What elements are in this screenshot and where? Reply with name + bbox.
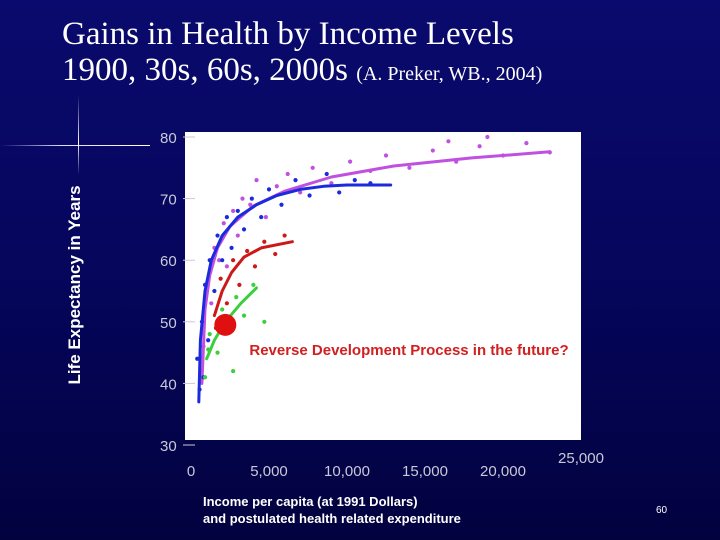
x-tick-label: 25,000 xyxy=(558,450,604,467)
slide-title: Gains in Health by Income Levels 1900, 3… xyxy=(62,16,712,92)
data-point xyxy=(229,245,234,250)
data-point xyxy=(274,184,279,189)
data-point xyxy=(352,178,357,183)
x-tick-label: 20,000 xyxy=(480,463,526,480)
x-axis-label: Income per capita (at 1991 Dollars) and … xyxy=(203,493,603,527)
data-point xyxy=(220,258,225,263)
y-tick-label: 50 xyxy=(160,315,177,332)
data-point xyxy=(215,233,220,238)
data-point xyxy=(195,356,200,361)
data-point xyxy=(485,134,490,140)
data-point xyxy=(215,350,220,355)
page-number: 60 xyxy=(656,505,668,516)
highlight-point xyxy=(214,313,237,336)
y-tick-label: 40 xyxy=(160,376,177,393)
data-point xyxy=(249,196,254,201)
data-point xyxy=(477,144,482,149)
data-point xyxy=(235,233,240,238)
data-point xyxy=(248,202,253,207)
x-tick-label: 10,000 xyxy=(324,463,370,480)
data-point xyxy=(216,258,222,263)
data-point xyxy=(224,301,229,306)
data-point xyxy=(252,264,258,269)
decorative-rule-horizontal xyxy=(0,145,150,146)
data-point xyxy=(206,338,211,343)
data-point xyxy=(279,202,284,207)
data-point xyxy=(407,165,412,170)
data-point xyxy=(209,301,214,306)
data-point xyxy=(231,258,236,263)
data-point xyxy=(430,148,435,153)
annotation: Reverse Development Process in the futur… xyxy=(249,342,569,359)
data-point xyxy=(310,165,315,170)
series-layer xyxy=(195,134,552,404)
series-2 xyxy=(195,171,393,404)
x-axis-label-line-1: Income per capita (at 1991 Dollars) xyxy=(203,494,418,509)
data-point xyxy=(293,178,298,183)
data-point xyxy=(241,313,247,318)
data-point xyxy=(234,295,239,300)
x-axis: 0 5,000 10,000 15,000 20,000 25,000 xyxy=(187,450,604,480)
data-point xyxy=(348,159,353,164)
data-point xyxy=(446,139,451,144)
data-point xyxy=(224,264,229,269)
data-point xyxy=(224,214,229,220)
title-line-2: 1900, 30s, 60s, 2000s (A. Preker, WB., 2… xyxy=(62,52,712,92)
trend-line xyxy=(212,240,294,318)
y-tick-label: 30 xyxy=(160,438,177,455)
data-point xyxy=(245,248,250,254)
data-point xyxy=(307,193,312,198)
data-point xyxy=(221,221,226,226)
data-point xyxy=(262,319,267,324)
data-point xyxy=(259,214,264,220)
y-tick-label: 60 xyxy=(160,253,177,270)
data-point xyxy=(202,375,208,380)
data-point xyxy=(383,153,389,158)
data-point xyxy=(524,141,529,146)
y-tick-label: 80 xyxy=(160,130,177,147)
data-point xyxy=(273,251,278,257)
x-tick-label: 5,000 xyxy=(250,463,288,480)
data-point xyxy=(324,171,329,177)
data-point xyxy=(207,332,212,337)
data-point xyxy=(285,171,290,177)
x-tick-label: 15,000 xyxy=(402,463,448,480)
trend-line xyxy=(197,183,393,404)
data-point xyxy=(266,187,272,192)
data-point xyxy=(251,282,256,287)
series-3 xyxy=(212,233,294,331)
decorative-rule-vertical xyxy=(78,95,79,175)
data-point xyxy=(282,233,287,238)
data-point xyxy=(241,227,247,232)
data-point xyxy=(337,190,342,195)
data-point xyxy=(254,178,259,183)
data-point xyxy=(237,282,242,287)
x-tick-label: 0 xyxy=(187,463,195,480)
data-point xyxy=(263,214,268,220)
data-point xyxy=(262,239,267,244)
title-source: (A. Preker, WB., 2004) xyxy=(356,63,543,85)
title-line-1: Gains in Health by Income Levels xyxy=(62,16,514,52)
x-axis-label-line-2: and postulated health related expenditur… xyxy=(203,511,461,526)
y-axis: 80 70 60 50 40 30 xyxy=(160,130,195,455)
data-point xyxy=(231,208,236,214)
data-point xyxy=(212,288,217,294)
title-years: 1900, 30s, 60s, 2000s xyxy=(62,52,357,88)
data-point xyxy=(235,208,240,214)
data-point xyxy=(231,368,236,374)
data-point xyxy=(298,190,303,195)
data-point xyxy=(329,181,334,186)
data-point xyxy=(220,307,225,312)
data-point xyxy=(240,196,245,201)
y-tick-label: 70 xyxy=(160,192,177,209)
data-point xyxy=(218,276,223,281)
plot-area xyxy=(185,132,581,440)
